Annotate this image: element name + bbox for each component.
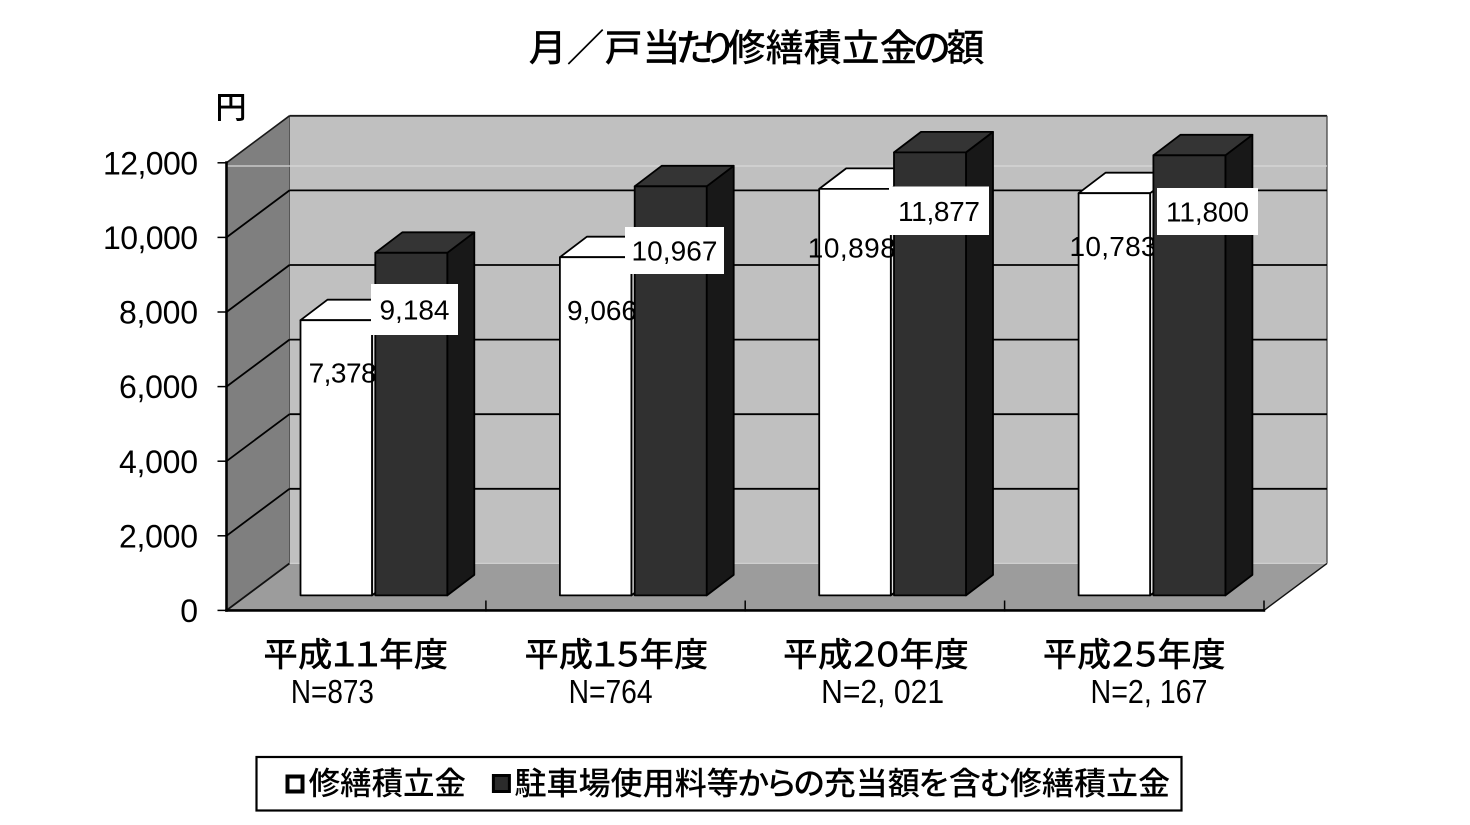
svg-text:6,000: 6,000: [119, 369, 198, 405]
svg-text:11,877: 11,877: [898, 196, 980, 227]
svg-text:N=873: N=873: [291, 674, 374, 711]
svg-text:N=764: N=764: [569, 673, 653, 711]
svg-text:10,898: 10,898: [808, 233, 896, 264]
svg-text:N=2, 167: N=2, 167: [1091, 673, 1208, 710]
svg-text:0: 0: [180, 593, 198, 629]
svg-text:9,066: 9,066: [567, 295, 637, 326]
svg-text:10,783: 10,783: [1070, 231, 1157, 262]
svg-text:7,378: 7,378: [309, 358, 377, 389]
svg-text:4,000: 4,000: [119, 444, 198, 480]
svg-text:9,184: 9,184: [380, 295, 450, 326]
svg-text:10,000: 10,000: [103, 220, 198, 256]
svg-text:8,000: 8,000: [119, 295, 198, 331]
svg-text:N=2, 021: N=2, 021: [821, 673, 944, 711]
svg-text:12,000: 12,000: [103, 145, 198, 181]
svg-text:11,800: 11,800: [1166, 197, 1249, 228]
svg-text:10,967: 10,967: [632, 236, 718, 267]
svg-text:2,000: 2,000: [119, 518, 198, 554]
